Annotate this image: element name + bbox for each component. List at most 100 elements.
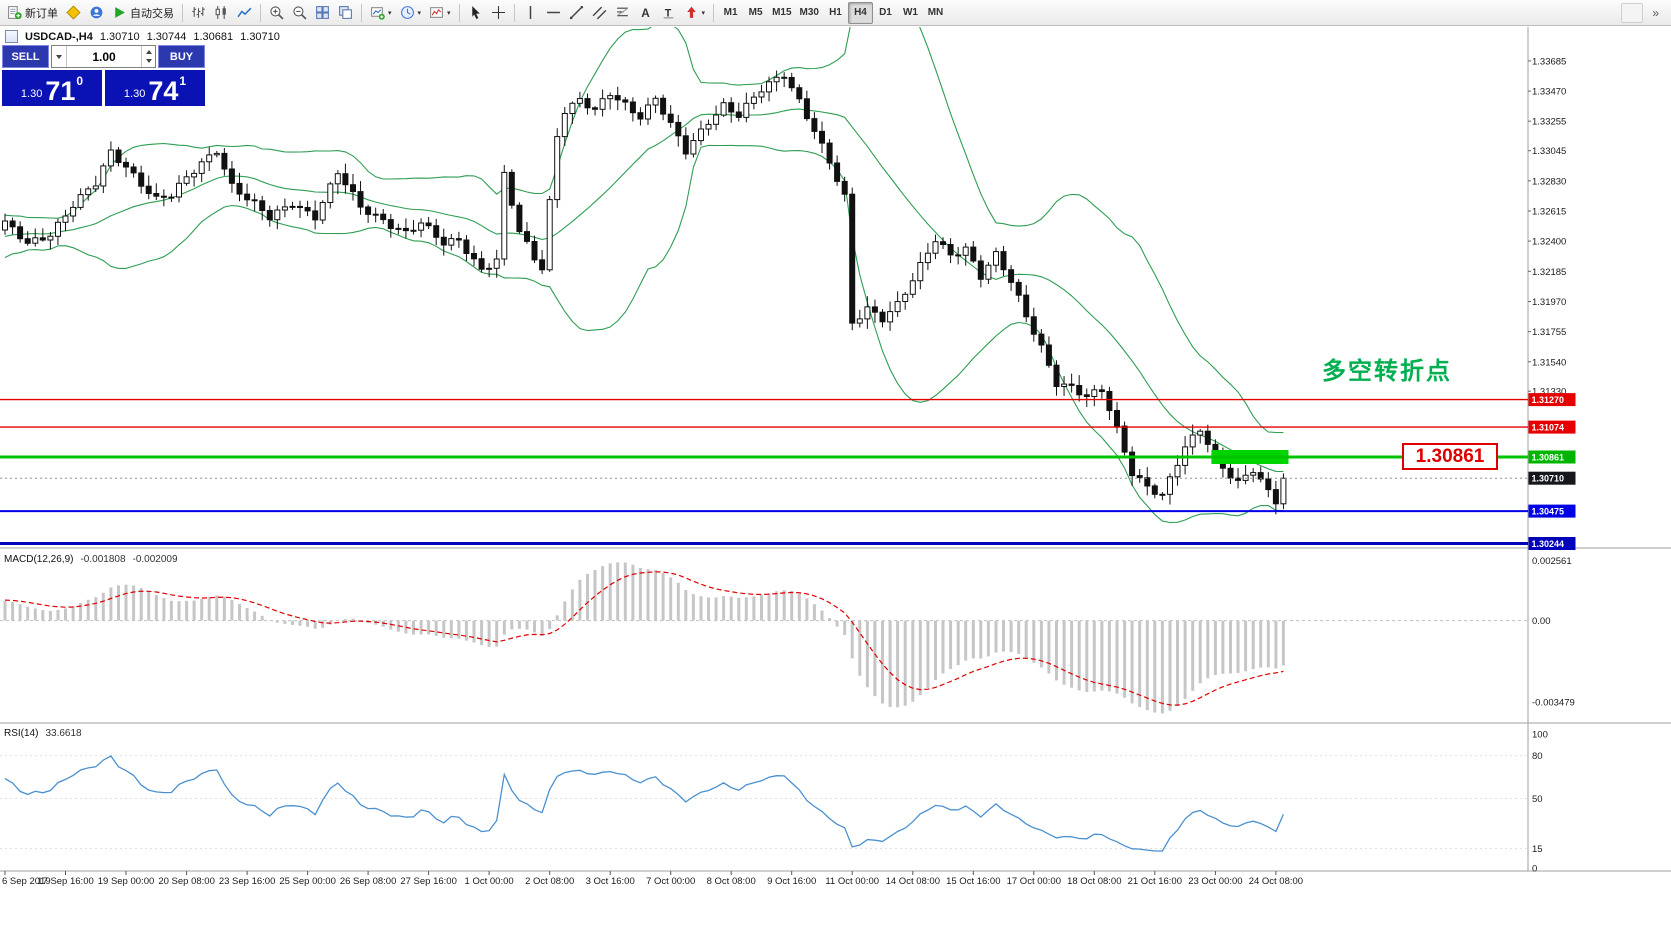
- panel-separators: [0, 27, 1671, 872]
- svg-text:19 Sep 00:00: 19 Sep 00:00: [98, 876, 155, 887]
- candles[interactable]: [2, 70, 1287, 515]
- timeframe-mn-button[interactable]: MN: [923, 2, 948, 24]
- symbol-ohlc-line: USDCAD-,H4 1.30710 1.30744 1.30681 1.307…: [5, 30, 280, 43]
- timeframe-d1-button[interactable]: D1: [873, 2, 898, 24]
- tile-icon: [315, 5, 330, 20]
- svg-text:0.00: 0.00: [1532, 616, 1551, 627]
- toolbar-blank-button[interactable]: [1621, 2, 1644, 23]
- svg-text:14 Oct 08:00: 14 Oct 08:00: [886, 876, 940, 887]
- bar-chart-button[interactable]: [187, 2, 210, 24]
- trendline-button[interactable]: [565, 2, 588, 24]
- zoom-in-button[interactable]: [265, 2, 288, 24]
- rsi-name: RSI(14): [4, 728, 39, 739]
- cascade-windows-button[interactable]: [334, 2, 357, 24]
- toolbar: 新订单 自动交易 ▾ ▾ ▾ A T ▾ M1 M5 M15 M30 H1 H4 D1 W1 MN »: [0, 0, 1671, 26]
- sell-price[interactable]: 1.30 71 0: [2, 70, 102, 106]
- channel-icon: [592, 5, 607, 20]
- buy-button[interactable]: BUY: [158, 45, 205, 68]
- text-button[interactable]: A: [634, 2, 657, 24]
- toolbar-overflow-button[interactable]: »: [1646, 5, 1665, 21]
- volume-control[interactable]: 1.00: [51, 45, 156, 68]
- symbol-name: USDCAD-,H4: [25, 30, 93, 43]
- fibonacci-icon: [615, 5, 630, 20]
- volume-dropdown-caret-icon[interactable]: [52, 46, 67, 67]
- new-chart-button[interactable]: ▾: [366, 2, 396, 24]
- new-order-button[interactable]: 新订单: [3, 2, 62, 24]
- svg-text:1.31970: 1.31970: [1532, 297, 1566, 308]
- toolbar-separator: [182, 3, 183, 22]
- price-chart[interactable]: 1.33685 1.33470 1.33255 1.33045 1.32830 1.326…: [0, 27, 1671, 952]
- toolbar-separator: [260, 3, 261, 22]
- autotrading-icon: [112, 5, 127, 20]
- macd-indicator[interactable]: [0, 562, 1528, 714]
- tile-windows-button[interactable]: [311, 2, 334, 24]
- level-lines: [0, 398, 1528, 545]
- one-click-trading-panel: SELL 1.00 BUY 1.30 71 0 1.30 74 1: [2, 45, 205, 106]
- cursor-icon: [468, 5, 483, 20]
- price-axis: 1.33685 1.33470 1.33255 1.33045 1.32830 1.326…: [1528, 56, 1575, 875]
- vline-icon: [523, 5, 538, 20]
- timeframe-m1-button[interactable]: M1: [718, 2, 743, 24]
- bollinger-bands[interactable]: [4, 27, 1284, 524]
- metaeditor-button[interactable]: [62, 2, 85, 24]
- equidistant-channel-button[interactable]: [588, 2, 611, 24]
- svg-text:1.33685: 1.33685: [1532, 56, 1566, 67]
- profiles-icon: [400, 5, 415, 20]
- svg-text:1.32185: 1.32185: [1532, 267, 1566, 278]
- arrows-icon: [684, 5, 699, 20]
- price-tag-1.30710: [1528, 471, 1576, 485]
- indicators-button[interactable]: ▾: [425, 2, 455, 24]
- svg-text:0.002561: 0.002561: [1532, 556, 1572, 567]
- svg-text:1.30244: 1.30244: [1532, 539, 1565, 549]
- buy-price[interactable]: 1.30 74 1: [105, 70, 205, 106]
- price-low: 1.30681: [193, 30, 234, 43]
- text-icon: A: [638, 5, 653, 20]
- zoom-out-button[interactable]: [288, 2, 311, 24]
- line-chart-button[interactable]: [233, 2, 256, 24]
- text-label-button[interactable]: T: [657, 2, 680, 24]
- trendline-icon: [569, 5, 584, 20]
- autotrading-button[interactable]: 自动交易: [108, 2, 178, 24]
- rsi-line: [4, 755, 1284, 852]
- horizontal-line-button[interactable]: [542, 2, 565, 24]
- volume-input[interactable]: 1.00: [92, 49, 116, 64]
- svg-text:1.31540: 1.31540: [1532, 357, 1566, 368]
- candlestick-chart-button[interactable]: [210, 2, 233, 24]
- volume-spinner[interactable]: [141, 46, 155, 67]
- spinner-up-icon[interactable]: [145, 50, 152, 55]
- sell-button[interactable]: SELL: [2, 45, 49, 68]
- community-button[interactable]: [85, 2, 108, 24]
- spinner-down-icon[interactable]: [145, 58, 152, 63]
- profiles-button[interactable]: ▾: [396, 2, 426, 24]
- timeframe-m30-button[interactable]: M30: [796, 2, 823, 24]
- bb-upper-line: [4, 27, 1284, 434]
- sell-price-sup: 0: [76, 74, 84, 88]
- vertical-line-button[interactable]: [519, 2, 542, 24]
- hline-icon: [546, 5, 561, 20]
- svg-text:23 Sep 16:00: 23 Sep 16:00: [219, 876, 276, 887]
- arrows-button[interactable]: ▾: [680, 2, 710, 24]
- timeframe-m5-button[interactable]: M5: [743, 2, 768, 24]
- svg-text:1.33045: 1.33045: [1532, 146, 1566, 157]
- rsi-indicator-label: RSI(14) 33.6618: [4, 728, 82, 739]
- toolbar-separator: [713, 3, 715, 22]
- timeframe-m15-button[interactable]: M15: [768, 2, 795, 24]
- svg-text:15: 15: [1532, 844, 1543, 855]
- price-open: 1.30710: [99, 30, 140, 43]
- svg-text:T: T: [664, 7, 671, 19]
- crosshair-button[interactable]: [487, 2, 510, 24]
- cursor-button[interactable]: [464, 2, 487, 24]
- timeframe-w1-button[interactable]: W1: [898, 2, 923, 24]
- svg-text:20 Sep 08:00: 20 Sep 08:00: [158, 876, 215, 887]
- svg-text:1.30861: 1.30861: [1532, 453, 1565, 463]
- svg-text:15 Oct 16:00: 15 Oct 16:00: [946, 876, 1000, 887]
- chart-line-icon: [237, 5, 252, 20]
- timeframe-h4-button[interactable]: H4: [847, 1, 873, 24]
- fibonacci-retracement-button[interactable]: [611, 2, 634, 24]
- timeframe-h1-button[interactable]: H1: [823, 2, 848, 24]
- svg-text:0: 0: [1532, 864, 1537, 875]
- rsi-indicator[interactable]: [0, 755, 1528, 852]
- bb-lower-line: [4, 144, 1284, 524]
- caret-down-icon: ▾: [388, 9, 392, 17]
